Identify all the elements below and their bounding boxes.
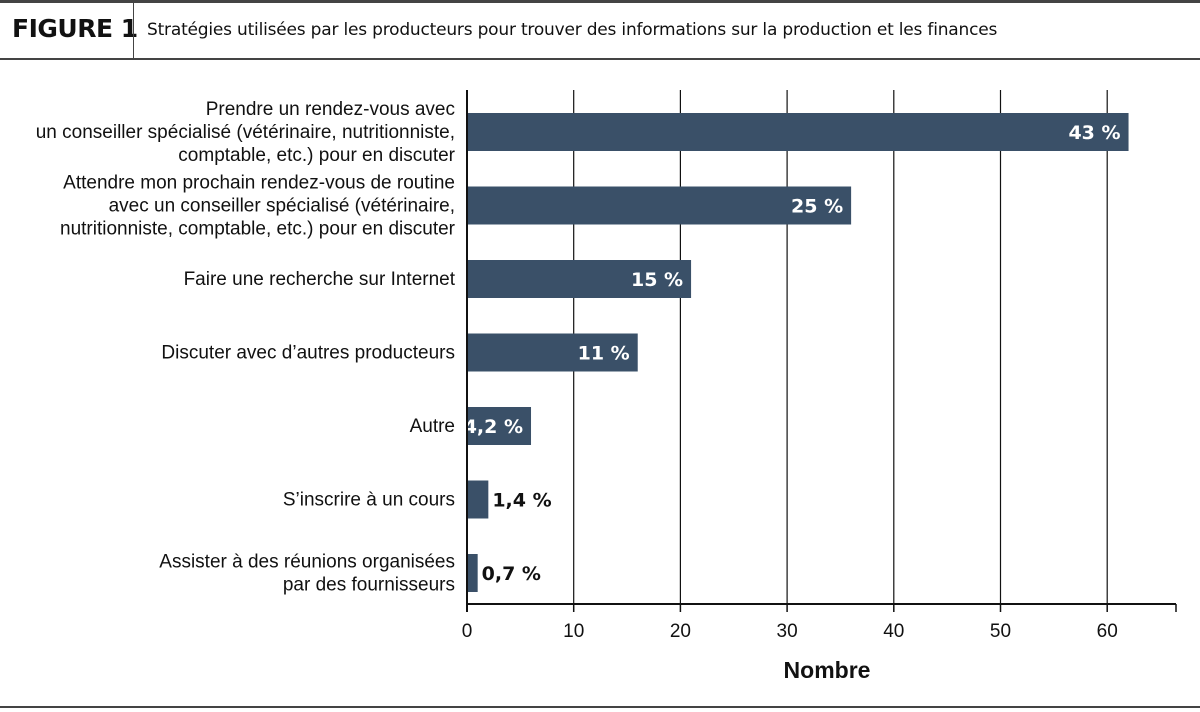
x-tick-label: 40 (883, 621, 904, 642)
category-label: Attendre mon prochain rendez-vous de rou… (63, 173, 455, 194)
figure-label: FIGURE 1 (12, 14, 138, 43)
category-label: avec un conseiller spécialisé (vétérinai… (109, 196, 455, 217)
figure-title: Stratégies utilisées par les producteurs… (147, 20, 998, 40)
data-label: 11 % (578, 343, 630, 365)
bar (467, 333, 638, 372)
category-label: comptable, etc.) pour en discuter (178, 145, 455, 166)
figure-header: FIGURE 1 Stratégies utilisées par les pr… (0, 0, 1200, 60)
bar (467, 554, 478, 592)
category-label: Assister à des réunions organisées (159, 552, 455, 573)
bar (467, 113, 1129, 151)
data-label: 25 % (791, 196, 843, 218)
x-tick-label: 60 (1097, 621, 1118, 642)
category-label: par des fournisseurs (283, 575, 455, 596)
category-label: Discuter avec d’autres producteurs (161, 343, 455, 364)
x-tick-label: 0 (462, 621, 473, 642)
category-label: Prendre un rendez-vous avec (206, 99, 455, 120)
header-divider (133, 3, 134, 58)
category-label: Autre (410, 416, 455, 437)
x-tick-label: 10 (563, 621, 584, 642)
x-tick-label: 20 (670, 621, 691, 642)
category-label: Faire une recherche sur Internet (184, 269, 456, 290)
category-label: un conseiller spécialisé (vétérinaire, n… (36, 122, 455, 143)
bar (467, 407, 532, 445)
x-tick-label: 50 (990, 621, 1011, 642)
data-label: 15 % (631, 269, 683, 291)
data-label: 1,4 % (492, 490, 551, 512)
category-label: S’inscrire à un cours (283, 490, 455, 511)
header-bottom-rule (0, 58, 1200, 60)
data-label: 43 % (1068, 122, 1120, 144)
data-label: 0,7 % (482, 563, 541, 585)
x-axis-title: Nombre (784, 657, 871, 683)
footer-rule (0, 706, 1200, 708)
bar (467, 260, 692, 298)
bar (467, 186, 852, 225)
category-label: nutritionniste, comptable, etc.) pour en… (60, 219, 456, 240)
bar (467, 480, 489, 519)
data-label: 4,2 % (464, 416, 523, 438)
x-tick-label: 30 (777, 621, 798, 642)
header-top-rule (0, 0, 1200, 3)
